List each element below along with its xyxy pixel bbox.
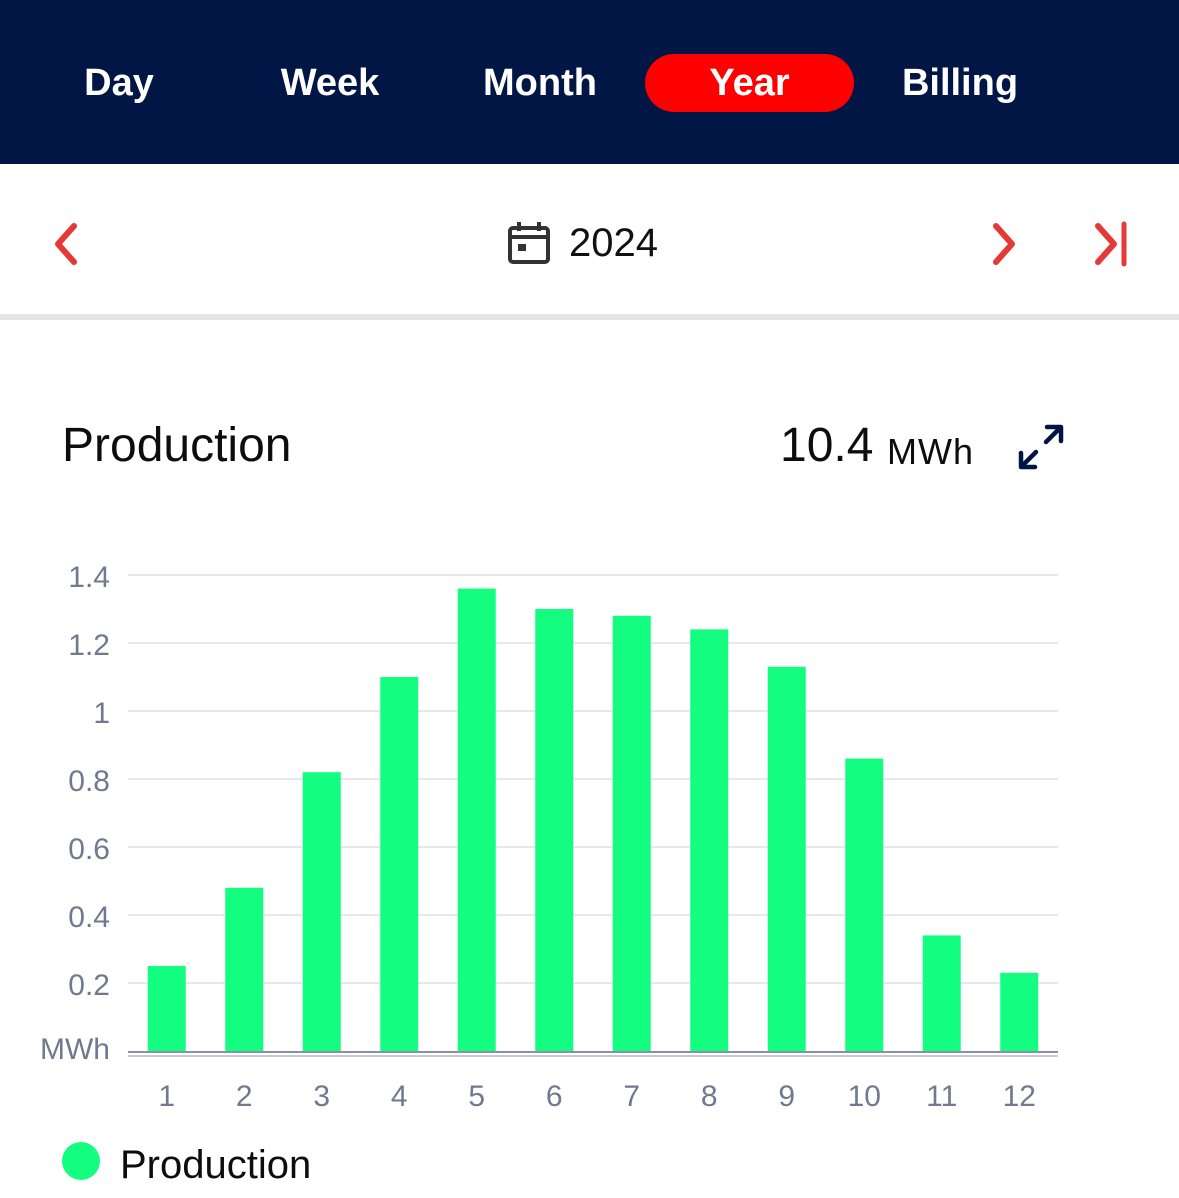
x-tick-label: 10 [848,1080,881,1113]
expand-icon [1018,424,1064,470]
bar-month-10 [845,758,884,1051]
bar-month-12 [1000,972,1039,1051]
skip-to-end-icon [1095,221,1127,267]
chevron-right-icon [993,223,1015,265]
y-tick-label: 0.8 [68,765,110,798]
calendar-button[interactable] [506,220,552,266]
bar-month-8 [690,629,729,1051]
tab-week[interactable]: Week [280,62,380,104]
production-title: Production [62,419,292,472]
y-axis-unit-label: MWh [40,1033,110,1066]
tab-month[interactable]: Month [483,62,597,104]
date-navigation-bar [0,164,1179,314]
x-tick-label: 12 [1003,1080,1036,1113]
next-period-button[interactable] [982,220,1026,268]
period-tab-bar: Day Week Month Year Billing [0,0,1179,164]
x-tick-label: 7 [623,1080,640,1113]
x-tick-label: 2 [236,1080,253,1113]
legend-label-production[interactable]: Production [120,1143,312,1187]
calendar-icon [508,222,550,264]
x-tick-label: 9 [778,1080,795,1113]
bar-month-3 [302,772,341,1051]
x-tick-label: 6 [546,1080,563,1113]
tab-day[interactable]: Day [84,62,154,104]
x-tick-label: 3 [313,1080,330,1113]
bar-month-7 [612,615,651,1051]
bar-month-4 [380,677,419,1051]
section-divider [0,314,1179,320]
bar-month-5 [457,588,496,1051]
y-tick-label: 1 [93,697,110,730]
legend-swatch-production[interactable] [62,1142,100,1180]
bar-month-2 [225,887,264,1051]
bar-month-9 [767,666,806,1051]
y-tick-label: 0.4 [68,901,110,934]
x-tick-label: 8 [701,1080,718,1113]
bar-month-11 [922,935,961,1051]
y-tick-label: 1.2 [68,629,110,662]
expand-chart-button[interactable] [1016,422,1066,472]
previous-period-button[interactable] [46,220,90,268]
x-tick-label: 5 [468,1080,485,1113]
production-total-unit: MWh [887,431,974,472]
bar-month-6 [535,609,574,1051]
x-tick-label: 1 [158,1080,175,1113]
tab-year[interactable]: Year [645,54,854,112]
selected-year[interactable]: 2024 [569,221,658,265]
latest-period-button[interactable] [1088,220,1138,268]
y-tick-label: 0.6 [68,833,110,866]
x-tick-label: 4 [391,1080,408,1113]
bar-month-1 [147,966,186,1051]
chevron-left-icon [55,223,77,265]
x-tick-label: 11 [926,1080,957,1113]
y-tick-label: 0.2 [68,969,110,1002]
tab-billing[interactable]: Billing [901,62,1019,104]
y-tick-label: 1.4 [68,561,110,594]
production-total-value: 10.4 [780,419,874,472]
